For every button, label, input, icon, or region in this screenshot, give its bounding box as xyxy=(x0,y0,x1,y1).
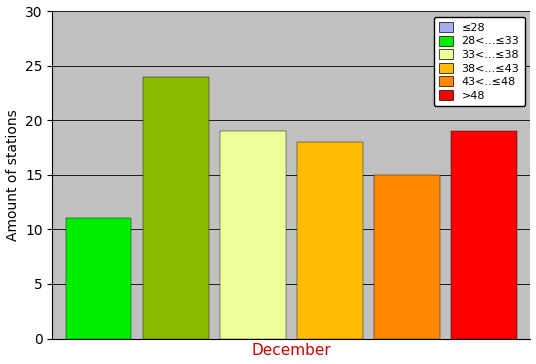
Legend: ≤28, 28<...≤33, 33<...≤38, 38<...≤43, 43<..≤48, >48: ≤28, 28<...≤33, 33<...≤38, 38<...≤43, 43… xyxy=(434,17,525,106)
Bar xyxy=(66,218,131,339)
Bar xyxy=(220,131,286,339)
Bar xyxy=(143,76,209,339)
Bar xyxy=(374,175,440,339)
Bar xyxy=(451,131,517,339)
Bar xyxy=(297,142,363,339)
Y-axis label: Amount of stations: Amount of stations xyxy=(5,109,19,241)
